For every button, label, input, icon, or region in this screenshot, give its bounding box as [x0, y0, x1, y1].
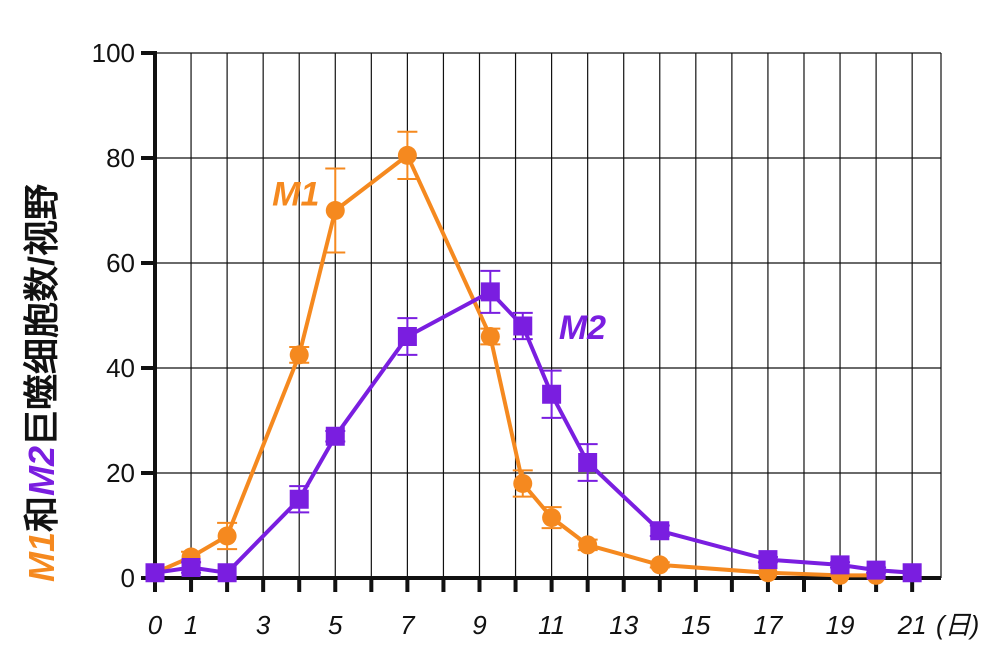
y-tick-label: 40 [106, 353, 135, 383]
series-line-m1 [154, 153, 877, 578]
x-tick-label: 5 [328, 610, 343, 640]
data-point [578, 453, 598, 472]
y-axis-label-m1: M1 [21, 532, 62, 582]
data-point [289, 345, 309, 365]
data-point [650, 555, 670, 575]
data-point [217, 526, 237, 546]
y-tick-label: 80 [106, 143, 135, 173]
y-axis-label-m2: M2 [21, 446, 62, 496]
y-tick-label: 0 [121, 563, 135, 593]
series-label-m1: M1 [272, 175, 319, 213]
data-point [289, 489, 309, 509]
data-point [397, 327, 417, 346]
series-m2 [145, 269, 922, 583]
x-tick-label: 3 [256, 610, 271, 640]
data-point [480, 282, 500, 302]
y-tick-label: 60 [106, 248, 135, 278]
x-tick-label: 13 [609, 610, 638, 640]
series-layer [145, 130, 922, 585]
x-tick-label: 1 [184, 610, 198, 640]
data-point [325, 201, 345, 220]
data-point [397, 145, 417, 165]
series-m1 [145, 130, 886, 585]
data-point [325, 426, 345, 446]
y-axis-label-rest: 巨噬细胞数/视野 [21, 184, 62, 446]
data-point [145, 563, 165, 583]
y-tick-label: 100 [92, 38, 135, 68]
x-tick-label: 0 [148, 610, 163, 640]
x-tick-label: 11 [538, 610, 565, 640]
x-tick-label: 7 [400, 610, 416, 640]
x-tick-label: 9 [472, 610, 486, 640]
data-point [650, 521, 670, 541]
x-tick-label: 15 [681, 610, 710, 640]
data-point [542, 508, 562, 528]
y-tick-label: 20 [106, 458, 135, 488]
y-axis-label: M1和M2巨噬细胞数/视野 [21, 184, 62, 582]
x-tick-label: 21 [897, 610, 927, 640]
data-point [181, 558, 201, 577]
y-axis-label-conj: 和 [21, 496, 62, 532]
series-labels: M1 M2 [272, 175, 606, 347]
data-point [578, 535, 598, 555]
data-point [480, 327, 500, 346]
data-point [217, 563, 237, 583]
data-point [758, 550, 778, 570]
data-point [513, 316, 533, 336]
series-label-m2: M2 [559, 309, 606, 347]
data-point [866, 560, 886, 580]
data-point [902, 563, 922, 583]
axes [141, 51, 941, 592]
x-axis-unit-label: (日) [936, 610, 979, 640]
grid [155, 52, 942, 578]
data-point [830, 555, 850, 575]
x-tick-label: 17 [753, 610, 783, 640]
x-tick-label: 19 [826, 610, 855, 640]
data-point [542, 384, 562, 404]
data-point [513, 474, 533, 493]
